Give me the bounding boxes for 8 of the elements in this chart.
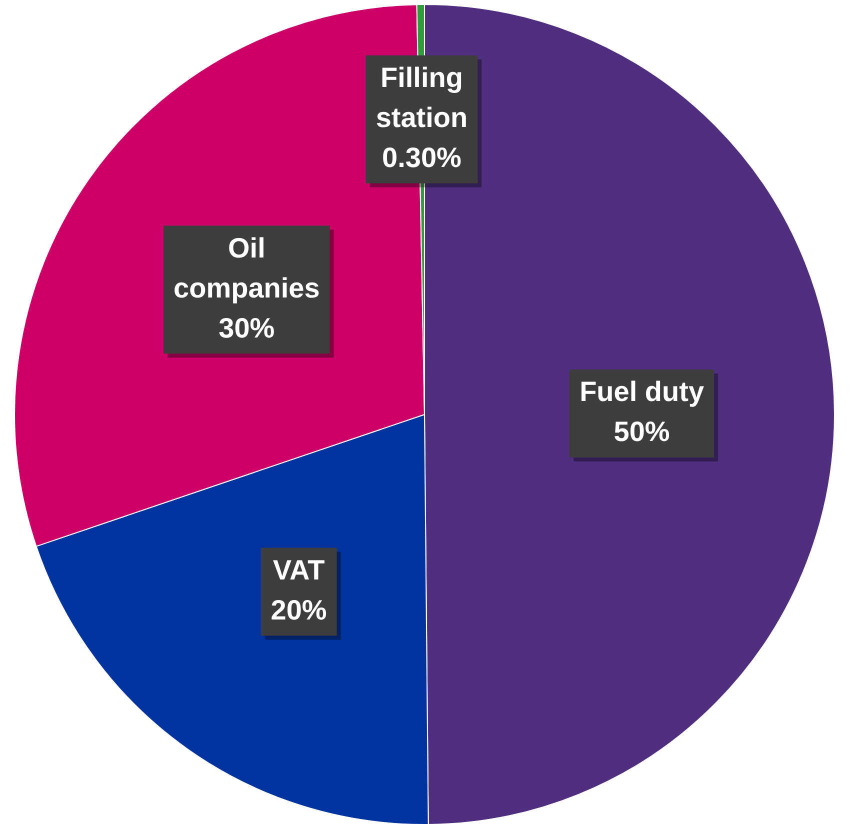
slice-label: Filling station bbox=[376, 62, 468, 134]
slice-label: VAT bbox=[272, 554, 325, 586]
slice-label: Oil companies bbox=[174, 232, 320, 304]
data-label: 30% bbox=[218, 312, 275, 344]
data-label: 50% bbox=[614, 416, 670, 448]
data-label: 20% bbox=[270, 594, 327, 626]
slice-label: Fuel duty bbox=[580, 376, 704, 408]
data-label: 0.30% bbox=[382, 142, 462, 174]
